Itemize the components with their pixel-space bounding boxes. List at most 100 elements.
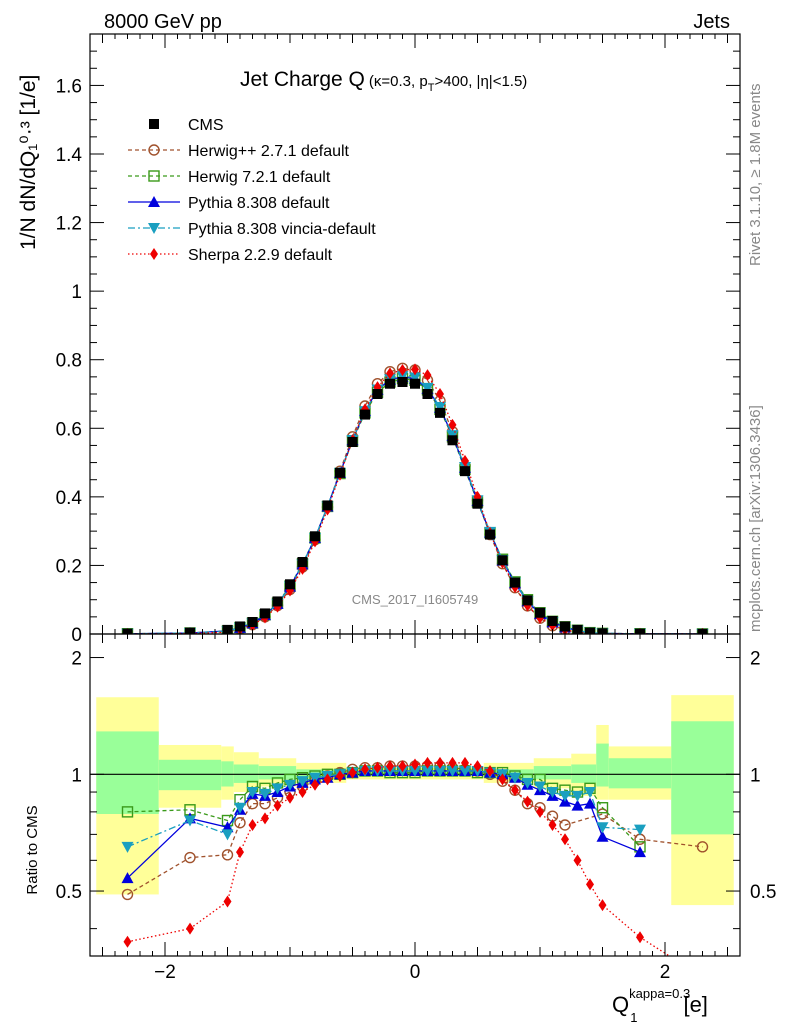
- upper-y-tick-label: 0: [71, 625, 82, 646]
- x-axis-label-unit: [e]: [683, 992, 707, 1017]
- ratio-band-inner: [608, 758, 672, 789]
- upper-point-cms: [385, 378, 395, 389]
- rivet-version-text: Rivet 3.1.10, ≥ 1.8M events: [747, 84, 764, 267]
- ratio-point-vincia: [459, 765, 471, 777]
- upper-point-cms: [560, 621, 570, 632]
- ratio-point-herwigpp: [184, 851, 196, 864]
- ratio-point-vincia: [234, 802, 246, 814]
- legend-marker-herwig7: [148, 170, 160, 182]
- upper-y-tick-label: 0.2: [56, 556, 82, 577]
- upper-point-cms: [247, 617, 258, 627]
- upper-point-sherpa: [448, 418, 457, 431]
- mcplots-text: mcplots.cern.ch [arXiv:1306.3436]: [747, 405, 764, 632]
- ratio-point-sherpa: [473, 760, 482, 773]
- upper-point-cms: [547, 615, 558, 626]
- ratio-point-sherpa: [373, 761, 382, 774]
- analysis-watermark: CMS_2017_I1605749: [352, 592, 479, 607]
- upper-y-axis-label: 1/N dN/dQ₁⁰·³ [1/e]: [17, 75, 40, 250]
- ratio-point-pythia: [584, 797, 596, 809]
- ratio-point-vincia: [421, 765, 434, 777]
- upper-point-cms: [485, 529, 495, 540]
- ratio-point-vincia: [559, 790, 571, 802]
- ratio-point-sherpa: [236, 846, 244, 859]
- lower-y-axis-label: Ratio to CMS: [24, 805, 41, 894]
- ratio-point-sherpa: [486, 764, 494, 777]
- ratio-point-sherpa: [523, 795, 532, 808]
- upper-point-vincia: [396, 371, 409, 383]
- chart-title-main: Jet Charge Q: [240, 68, 365, 91]
- ratio-point-vincia: [221, 829, 234, 841]
- ratio-point-sherpa: [448, 756, 457, 769]
- ratio-point-sherpa: [548, 819, 557, 832]
- ratio-point-herwig7: [698, 0, 708, 10]
- x-axis-label-sub: 1: [630, 1010, 637, 1024]
- ratio-point-vincia: [596, 822, 609, 834]
- chart-title-sub-1: (κ=0.3, p: [369, 73, 428, 90]
- ratio-point-vincia: [546, 787, 559, 799]
- x-axis-label-sup: kappa=0.3: [629, 986, 690, 1001]
- ratio-point-vincia: [309, 772, 321, 784]
- ratio-band-inner: [483, 769, 534, 778]
- ratio-point-vincia: [284, 779, 296, 791]
- ratio-point-sherpa: [273, 799, 282, 812]
- ratio-point-herwig7: [596, 802, 609, 814]
- upper-point-cms: [235, 621, 245, 632]
- upper-point-sherpa: [461, 454, 469, 467]
- upper-point-vincia: [409, 372, 421, 384]
- ratio-point-sherpa: [636, 931, 644, 944]
- legend-entry-cms: CMS: [149, 117, 224, 134]
- legend-marker-sherpa: [150, 248, 158, 260]
- ratio-band-inner: [296, 769, 347, 778]
- ratio-point-sherpa: [423, 756, 432, 769]
- x-tick-label: 2: [660, 962, 671, 983]
- lower-y-tick-label-right: 2: [750, 649, 761, 670]
- ratio-point-vincia: [184, 815, 196, 827]
- upper-point-vincia: [421, 382, 434, 394]
- ratio-point-sherpa: [123, 935, 132, 948]
- header-right: Jets: [693, 11, 730, 33]
- ratio-point-pythia: [634, 846, 646, 858]
- ratio-point-vincia: [259, 788, 271, 800]
- legend-marker-vincia: [148, 223, 160, 234]
- ratio-series-sherpa: [123, 756, 707, 983]
- ratio-point-sherpa: [699, 971, 707, 983]
- upper-y-tick-label: 0.4: [56, 488, 83, 509]
- ratio-point-sherpa: [311, 778, 319, 791]
- upper-point-sherpa: [436, 388, 444, 400]
- legend-label-herwigpp: Herwig++ 2.7.1 default: [188, 143, 350, 160]
- upper-point-cms: [535, 607, 545, 618]
- legend-marker-herwigpp: [148, 144, 160, 156]
- ratio-point-sherpa: [561, 833, 569, 846]
- ratio-point-vincia: [121, 841, 134, 853]
- ratio-point-herwigpp: [696, 841, 709, 853]
- lower-y-tick-label-right: 1: [750, 765, 761, 786]
- chart-title-sub-3: >400, |η|<1.5): [434, 73, 527, 90]
- ratio-point-sherpa: [348, 766, 357, 779]
- upper-point-cms: [397, 377, 408, 387]
- ratio-series-vincia: [121, 765, 646, 853]
- ratio-point-pythia: [121, 872, 134, 884]
- upper-point-sherpa: [423, 369, 432, 382]
- ratio-band-inner: [258, 766, 297, 780]
- x-tick-label: −2: [154, 962, 176, 983]
- ratio-point-herwig7: [121, 806, 134, 818]
- ratio-point-vincia: [246, 787, 259, 799]
- ratio-line-herwig7: [127, 770, 641, 848]
- ratio-point-sherpa: [298, 786, 307, 799]
- ratio-band-inner: [596, 743, 609, 787]
- ratio-band-inner: [671, 721, 734, 835]
- ratio-point-vincia: [271, 783, 284, 795]
- upper-point-sherpa: [398, 364, 407, 376]
- legend-entry-pythia: Pythia 8.308 default: [128, 195, 330, 212]
- upper-point-cms: [360, 409, 370, 420]
- legend-entry-herwig7: Herwig 7.2.1 default: [128, 169, 331, 186]
- ratio-point-sherpa: [436, 756, 444, 769]
- upper-y-tick-label: 1: [71, 282, 82, 303]
- ratio-point-vincia: [534, 781, 546, 793]
- ratio-point-sherpa: [286, 791, 294, 804]
- upper-point-cms: [510, 577, 520, 588]
- legend-label-vincia: Pythia 8.308 vincia-default: [188, 221, 376, 238]
- x-tick-label: 0: [410, 962, 421, 983]
- ratio-point-pythia: [571, 799, 584, 811]
